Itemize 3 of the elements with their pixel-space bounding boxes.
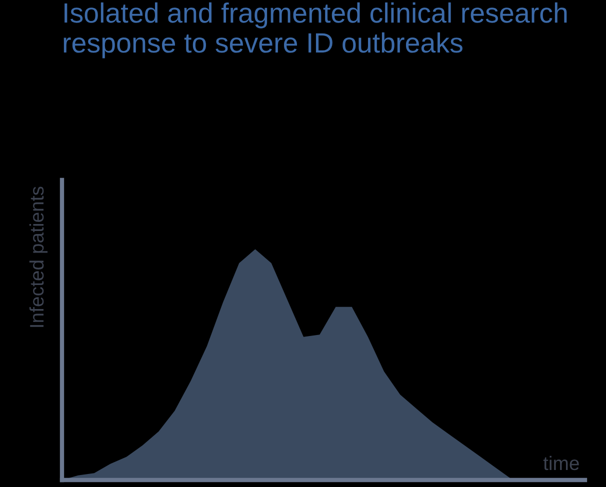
x-axis-title: time <box>543 456 579 470</box>
chart-title: Isolated and fragmented clinical research response to severe ID outbreaks <box>64 2 567 58</box>
y-axis-title: Infected patients <box>29 186 48 327</box>
